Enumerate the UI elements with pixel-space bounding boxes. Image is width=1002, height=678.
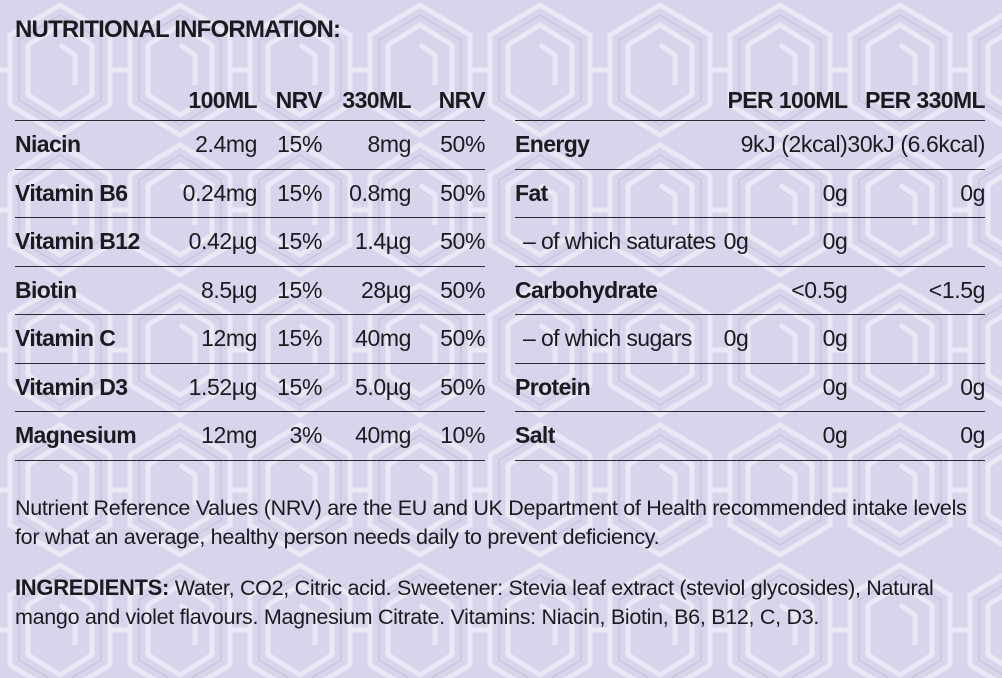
column-header: 100ML	[188, 86, 257, 113]
column-header: NRV	[438, 86, 486, 113]
table-row: Niacin 2.4mg 15% 8mg 50%	[15, 120, 485, 170]
nrv-note: Nutrient Reference Values (NRV) are the …	[15, 496, 967, 549]
nutrient-value: 0g	[960, 373, 985, 400]
nutrient-value: 50%	[440, 179, 485, 206]
table-row: Vitamin D3 1.52µg 15% 5.0µg 50%	[15, 363, 485, 412]
nutrient-value: 0g	[723, 325, 749, 352]
table-row: – of which sugars 0g 0g	[515, 314, 985, 364]
nutrient-value: 15%	[277, 179, 322, 206]
table-row: Carbohydrate <0.5g <1.5g	[515, 266, 985, 315]
nutrient-value: 15%	[277, 373, 322, 400]
nutrient-value: 50%	[440, 276, 485, 303]
nutrient-value: 0g	[822, 373, 848, 400]
nutrient-value: 0.42µg	[188, 228, 258, 255]
nutrient-name: Biotin	[15, 276, 77, 303]
nutrient-value: 12mg	[201, 325, 257, 352]
column-header: 330ML	[342, 86, 411, 113]
table-row: Vitamin B12 0.42µg 15% 1.4µg 50%	[15, 217, 485, 267]
table-row: Fat 0g 0g	[515, 169, 985, 218]
nutrient-value: 15%	[277, 131, 322, 158]
nutrient-name: Carbohydrate	[515, 276, 658, 303]
nutrient-value: 8mg	[367, 131, 411, 158]
table-row: Vitamin C 12mg 15% 40mg 50%	[15, 314, 485, 364]
nutrient-value: 12mg	[201, 422, 257, 449]
ingredients: INGREDIENTS: Water, CO2, Citric acid. Sw…	[15, 573, 990, 632]
nutrient-value: 9kJ (2kcal)	[740, 131, 848, 158]
nutrient-name: Magnesium	[15, 422, 137, 449]
nutrient-value: 30kJ (6.6kcal)	[847, 131, 985, 158]
column-header: PER 330ML	[865, 86, 985, 113]
nutrient-value: 0.8mg	[349, 179, 411, 206]
nutrient-value: 50%	[440, 373, 485, 400]
nutrient-value: 15%	[277, 276, 322, 303]
nutrient-name: Vitamin B6	[15, 179, 128, 206]
nutrient-name: Vitamin C	[15, 325, 116, 352]
nutrient-value: 0g	[822, 422, 848, 449]
column-header: NRV	[275, 86, 323, 113]
nutrient-value: 10%	[440, 422, 485, 449]
nutrition-table: PER 100ML PER 330ML Energy 9kJ (2kcal) 30kJ…	[515, 80, 986, 461]
nutrient-value: <1.5g	[928, 276, 986, 303]
nutrient-name: Niacin	[15, 131, 81, 158]
nutrient-value: 28µg	[360, 276, 411, 303]
table-row: Energy 9kJ (2kcal) 30kJ (6.6kcal)	[515, 120, 985, 170]
nutrient-name: Vitamin D3	[15, 373, 128, 400]
nutrient-value: 40mg	[355, 325, 411, 352]
nutrient-name: Fat	[515, 179, 548, 206]
nutrient-name: Vitamin B12	[15, 228, 140, 255]
nutrient-value: 50%	[440, 131, 485, 158]
column-header	[15, 80, 170, 121]
nutrient-name: – of which sugars	[523, 325, 692, 352]
nutrient-value: 0g	[960, 179, 985, 206]
nutrient-value: 0g	[960, 422, 985, 449]
nutrient-value: 1.52µg	[188, 373, 258, 400]
nutrient-value: 40mg	[355, 422, 411, 449]
table-row: Biotin 8.5µg 15% 28µg 50%	[15, 266, 485, 315]
table-row: Protein 0g 0g	[515, 363, 985, 412]
ingredients-text: Water, CO2, Citric acid. Sweetener: Stev…	[15, 576, 934, 629]
nutrient-value: 2.4mg	[195, 131, 257, 158]
nutrient-value: 8.5µg	[200, 276, 257, 303]
table-row: – of which saturates 0g 0g	[515, 217, 985, 267]
table-row: Salt 0g 0g	[515, 411, 985, 460]
nutrient-name: – of which saturates	[523, 228, 716, 255]
nutrient-value: 0g	[822, 325, 848, 352]
nutrient-value: 50%	[440, 325, 485, 352]
nutrient-value: 50%	[440, 228, 485, 255]
nutrient-value: <0.5g	[791, 276, 848, 303]
vitamins-header-row: 100ML NRV 330ML NRV	[15, 80, 485, 121]
nutrient-name: Protein	[515, 373, 591, 400]
nutrient-value: 15%	[277, 325, 322, 352]
nutrient-value: 1.4µg	[354, 228, 411, 255]
nutrient-value: 15%	[277, 228, 322, 255]
column-header: PER 100ML	[727, 86, 848, 113]
ingredients-label: INGREDIENTS:	[15, 575, 170, 600]
nutrient-value: 3%	[289, 422, 323, 449]
nutrient-name: Salt	[515, 422, 555, 449]
page-title: NUTRITIONAL INFORMATION:	[15, 16, 341, 43]
table-row: Vitamin B6 0.24mg 15% 0.8mg 50%	[15, 169, 485, 218]
nutrient-value: 0g	[822, 228, 848, 255]
column-header	[515, 80, 719, 121]
nutrient-value: 0.24mg	[182, 179, 258, 206]
nutrient-name: Energy	[515, 131, 590, 158]
nutrition-header-row: PER 100ML PER 330ML	[515, 80, 986, 121]
nutrient-value: 0g	[822, 179, 848, 206]
nutrient-value: 5.0µg	[354, 373, 411, 400]
vitamins-table: 100ML NRV 330ML NRV Niacin 2.4mg 15% 8mg 50% Vit…	[15, 80, 486, 461]
table-row: Magnesium 12mg 3% 40mg 10%	[15, 411, 485, 460]
nutrient-value: 0g	[723, 228, 749, 255]
